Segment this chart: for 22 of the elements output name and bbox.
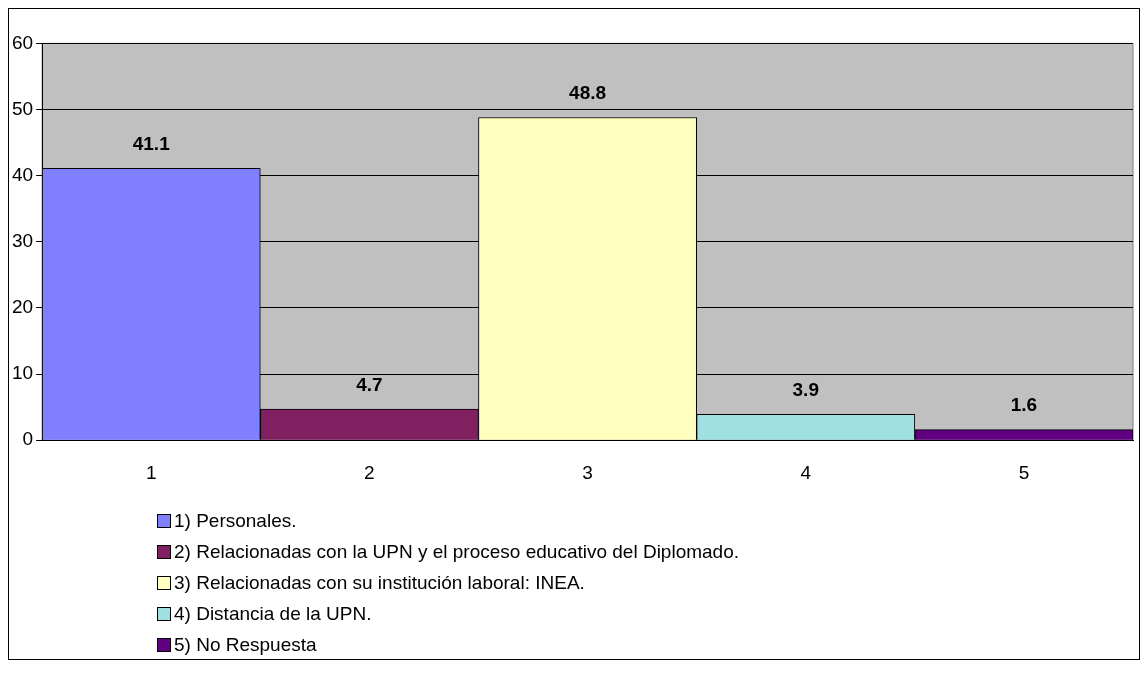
y-tick-label: 0 bbox=[22, 428, 34, 450]
legend-label: 5) No Respuesta bbox=[174, 633, 317, 656]
data-label: 41.1 bbox=[132, 133, 171, 155]
y-tick-label: 40 bbox=[11, 163, 34, 185]
x-tick-label: 5 bbox=[1018, 461, 1030, 483]
y-tick-label: 60 bbox=[11, 31, 34, 53]
x-tick-label: 3 bbox=[582, 461, 593, 483]
x-tick-label: 4 bbox=[800, 461, 812, 483]
y-tick-label: 50 bbox=[11, 97, 34, 119]
y-tick-label: 30 bbox=[11, 230, 34, 252]
data-label: 4.7 bbox=[356, 373, 383, 395]
x-tick-label: 2 bbox=[364, 461, 375, 483]
legend-label: 1) Personales. bbox=[174, 509, 297, 532]
data-label: 1.6 bbox=[1010, 394, 1038, 416]
legend-label: 2) Relacionadas con la UPN y el proceso educativo del Diplomado. bbox=[174, 540, 740, 563]
data-label: 48.8 bbox=[569, 82, 607, 104]
legend-label: 4) Distancia de la UPN. bbox=[174, 602, 372, 625]
y-tick-label: 10 bbox=[11, 362, 34, 384]
data-label: 3.9 bbox=[792, 379, 819, 401]
x-tick-label: 1 bbox=[145, 461, 157, 483]
legend-label: 3) Relacionadas con su institución laboral: INEA. bbox=[174, 571, 585, 594]
y-tick-label: 20 bbox=[11, 296, 34, 318]
